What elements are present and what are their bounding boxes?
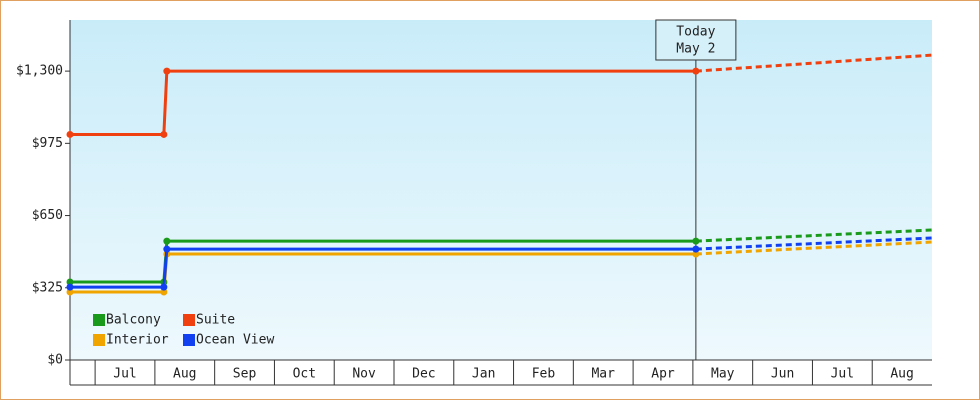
- x-tick-label: Aug: [890, 367, 913, 382]
- point: [66, 283, 74, 291]
- point: [66, 130, 74, 138]
- y-tick-label: $975: [32, 136, 63, 151]
- point: [66, 288, 74, 296]
- plot-area: [70, 20, 932, 360]
- point: [163, 237, 171, 245]
- x-tick-label: Dec: [412, 367, 435, 382]
- y-tick-label: $650: [32, 208, 63, 223]
- series-line: [70, 247, 696, 289]
- x-tick-label: Mar: [591, 367, 615, 382]
- x-tick-label: Apr: [651, 367, 675, 382]
- point: [163, 245, 171, 253]
- y-tick-label: $0: [47, 353, 63, 368]
- point: [66, 278, 74, 286]
- point: [163, 67, 171, 75]
- legend-swatch: [183, 314, 195, 326]
- x-tick-label: Jul: [113, 367, 136, 382]
- legend-label: Interior: [106, 333, 169, 348]
- legend-label: Balcony: [106, 313, 161, 328]
- x-tick-label: Jun: [771, 367, 794, 382]
- x-tick-label: Jul: [831, 367, 854, 382]
- x-tick-label: Sep: [233, 367, 257, 382]
- point: [692, 245, 700, 253]
- today-label: Today: [676, 25, 715, 40]
- x-tick-label: Nov: [352, 367, 376, 382]
- point: [692, 237, 700, 245]
- point: [692, 250, 700, 258]
- x-tick-label: Feb: [532, 367, 556, 382]
- today-box: [655, 19, 737, 61]
- x-tick-label: May: [711, 367, 735, 382]
- today-label: May 2: [676, 42, 715, 57]
- point: [160, 283, 168, 291]
- x-tick-label: Jan: [472, 367, 495, 382]
- point: [160, 288, 168, 296]
- point: [692, 67, 700, 75]
- legend-swatch: [93, 314, 105, 326]
- legend-label: Suite: [196, 313, 235, 328]
- legend-swatch: [93, 334, 105, 346]
- x-tick-label: Oct: [293, 367, 316, 382]
- x-tick-label: Aug: [173, 367, 196, 382]
- legend-label: Ocean View: [196, 333, 274, 348]
- y-tick-label: $1,300: [16, 64, 63, 79]
- y-tick-label: $325: [32, 280, 63, 295]
- legend-swatch: [183, 334, 195, 346]
- point: [160, 130, 168, 138]
- series-line: [70, 69, 696, 136]
